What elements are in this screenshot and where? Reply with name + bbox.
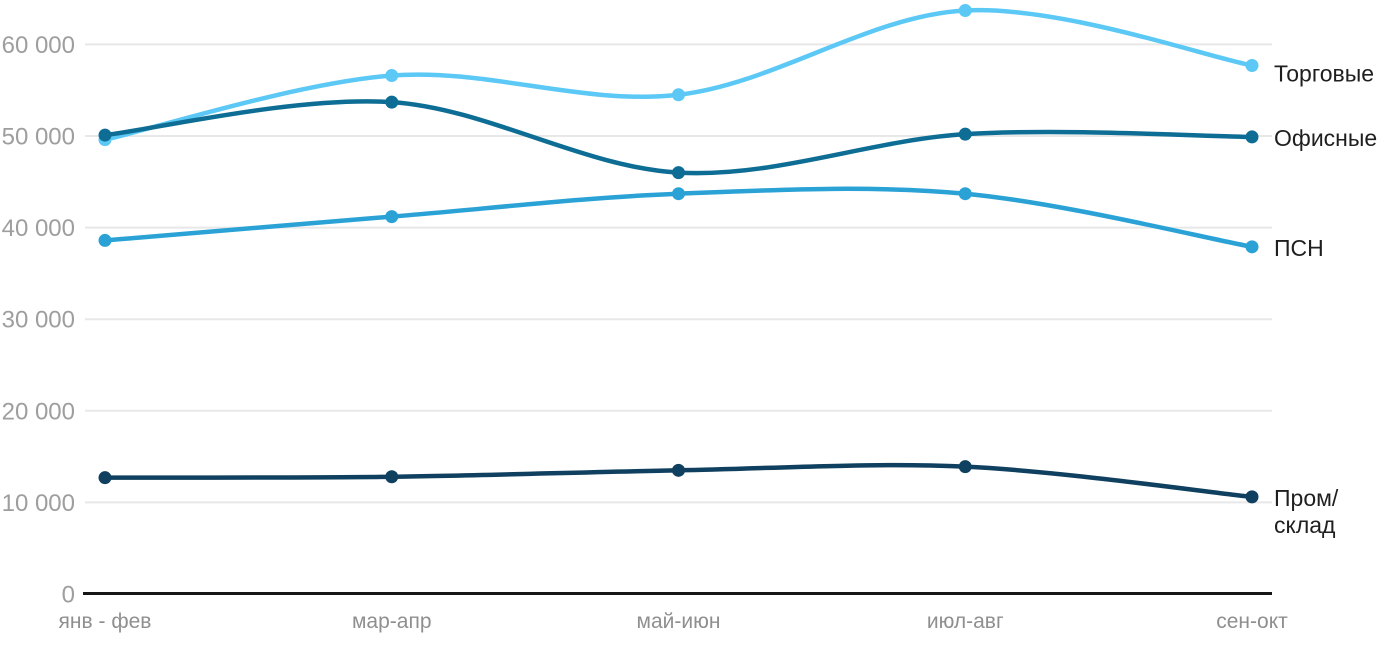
y-tick-label: 40 000 xyxy=(2,215,75,242)
y-axis-labels: 0 10 000 20 000 30 000 40 000 50 000 60 … xyxy=(2,32,75,609)
data-point-industrial-warehouse[interactable] xyxy=(672,463,685,477)
data-point-trading[interactable] xyxy=(385,69,399,83)
data-point-office[interactable] xyxy=(385,95,399,109)
y-tick-label: 20 000 xyxy=(2,398,75,425)
data-point-psn[interactable] xyxy=(958,187,972,201)
data-point-office[interactable] xyxy=(98,128,112,142)
data-point-industrial-warehouse[interactable] xyxy=(1245,490,1259,504)
data-point-psn[interactable] xyxy=(98,233,112,247)
data-point-industrial-warehouse[interactable] xyxy=(98,471,112,485)
x-tick-label: май-июн xyxy=(637,610,721,633)
series-label-line: Офисные xyxy=(1274,125,1377,151)
gridlines xyxy=(85,43,1272,504)
y-tick-label: 60 000 xyxy=(2,32,75,59)
y-tick-label: 50 000 xyxy=(2,124,75,151)
data-point-psn[interactable] xyxy=(1245,240,1259,254)
data-point-office[interactable] xyxy=(958,127,972,141)
data-point-psn[interactable] xyxy=(672,187,685,201)
series-label-industrial-warehouse: Пром/ склад xyxy=(1274,485,1345,538)
x-tick-label: янв - фев xyxy=(59,610,152,633)
x-tick-label: сен-окт xyxy=(1216,610,1288,633)
data-point-psn[interactable] xyxy=(385,210,399,224)
data-point-industrial-warehouse[interactable] xyxy=(958,460,972,474)
data-point-trading[interactable] xyxy=(958,4,972,18)
data-point-industrial-warehouse[interactable] xyxy=(385,470,399,484)
data-point-office[interactable] xyxy=(1245,130,1259,144)
x-axis-labels: янв - фев мар-апр май-июн июл-авг сен-ок… xyxy=(59,610,1289,633)
series-label-office: Офисные xyxy=(1274,125,1377,151)
series-label-line: Пром/ xyxy=(1274,485,1339,511)
data-point-trading[interactable] xyxy=(672,88,685,102)
series-line-office[interactable] xyxy=(102,99,1255,176)
y-tick-label: 10 000 xyxy=(2,490,75,517)
series-label-trading: Торговые xyxy=(1274,60,1374,86)
series-label-line: склад xyxy=(1274,512,1336,538)
series-label-psn: ПСН xyxy=(1274,235,1324,261)
y-tick-label: 30 000 xyxy=(2,307,75,334)
series-label-line: Торговые xyxy=(1274,60,1374,86)
data-point-trading[interactable] xyxy=(1245,58,1259,72)
data-point-office[interactable] xyxy=(672,166,685,180)
series-line-trading[interactable] xyxy=(102,7,1255,142)
y-tick-label: 0 xyxy=(62,582,75,609)
series-lines xyxy=(98,4,1259,504)
series-label-line: ПСН xyxy=(1274,235,1324,261)
x-tick-label: июл-авг xyxy=(927,610,1004,633)
x-tick-label: мар-апр xyxy=(352,610,432,633)
series-end-labels: Торговые Офисные ПСН Пром/ склад xyxy=(1274,60,1377,537)
